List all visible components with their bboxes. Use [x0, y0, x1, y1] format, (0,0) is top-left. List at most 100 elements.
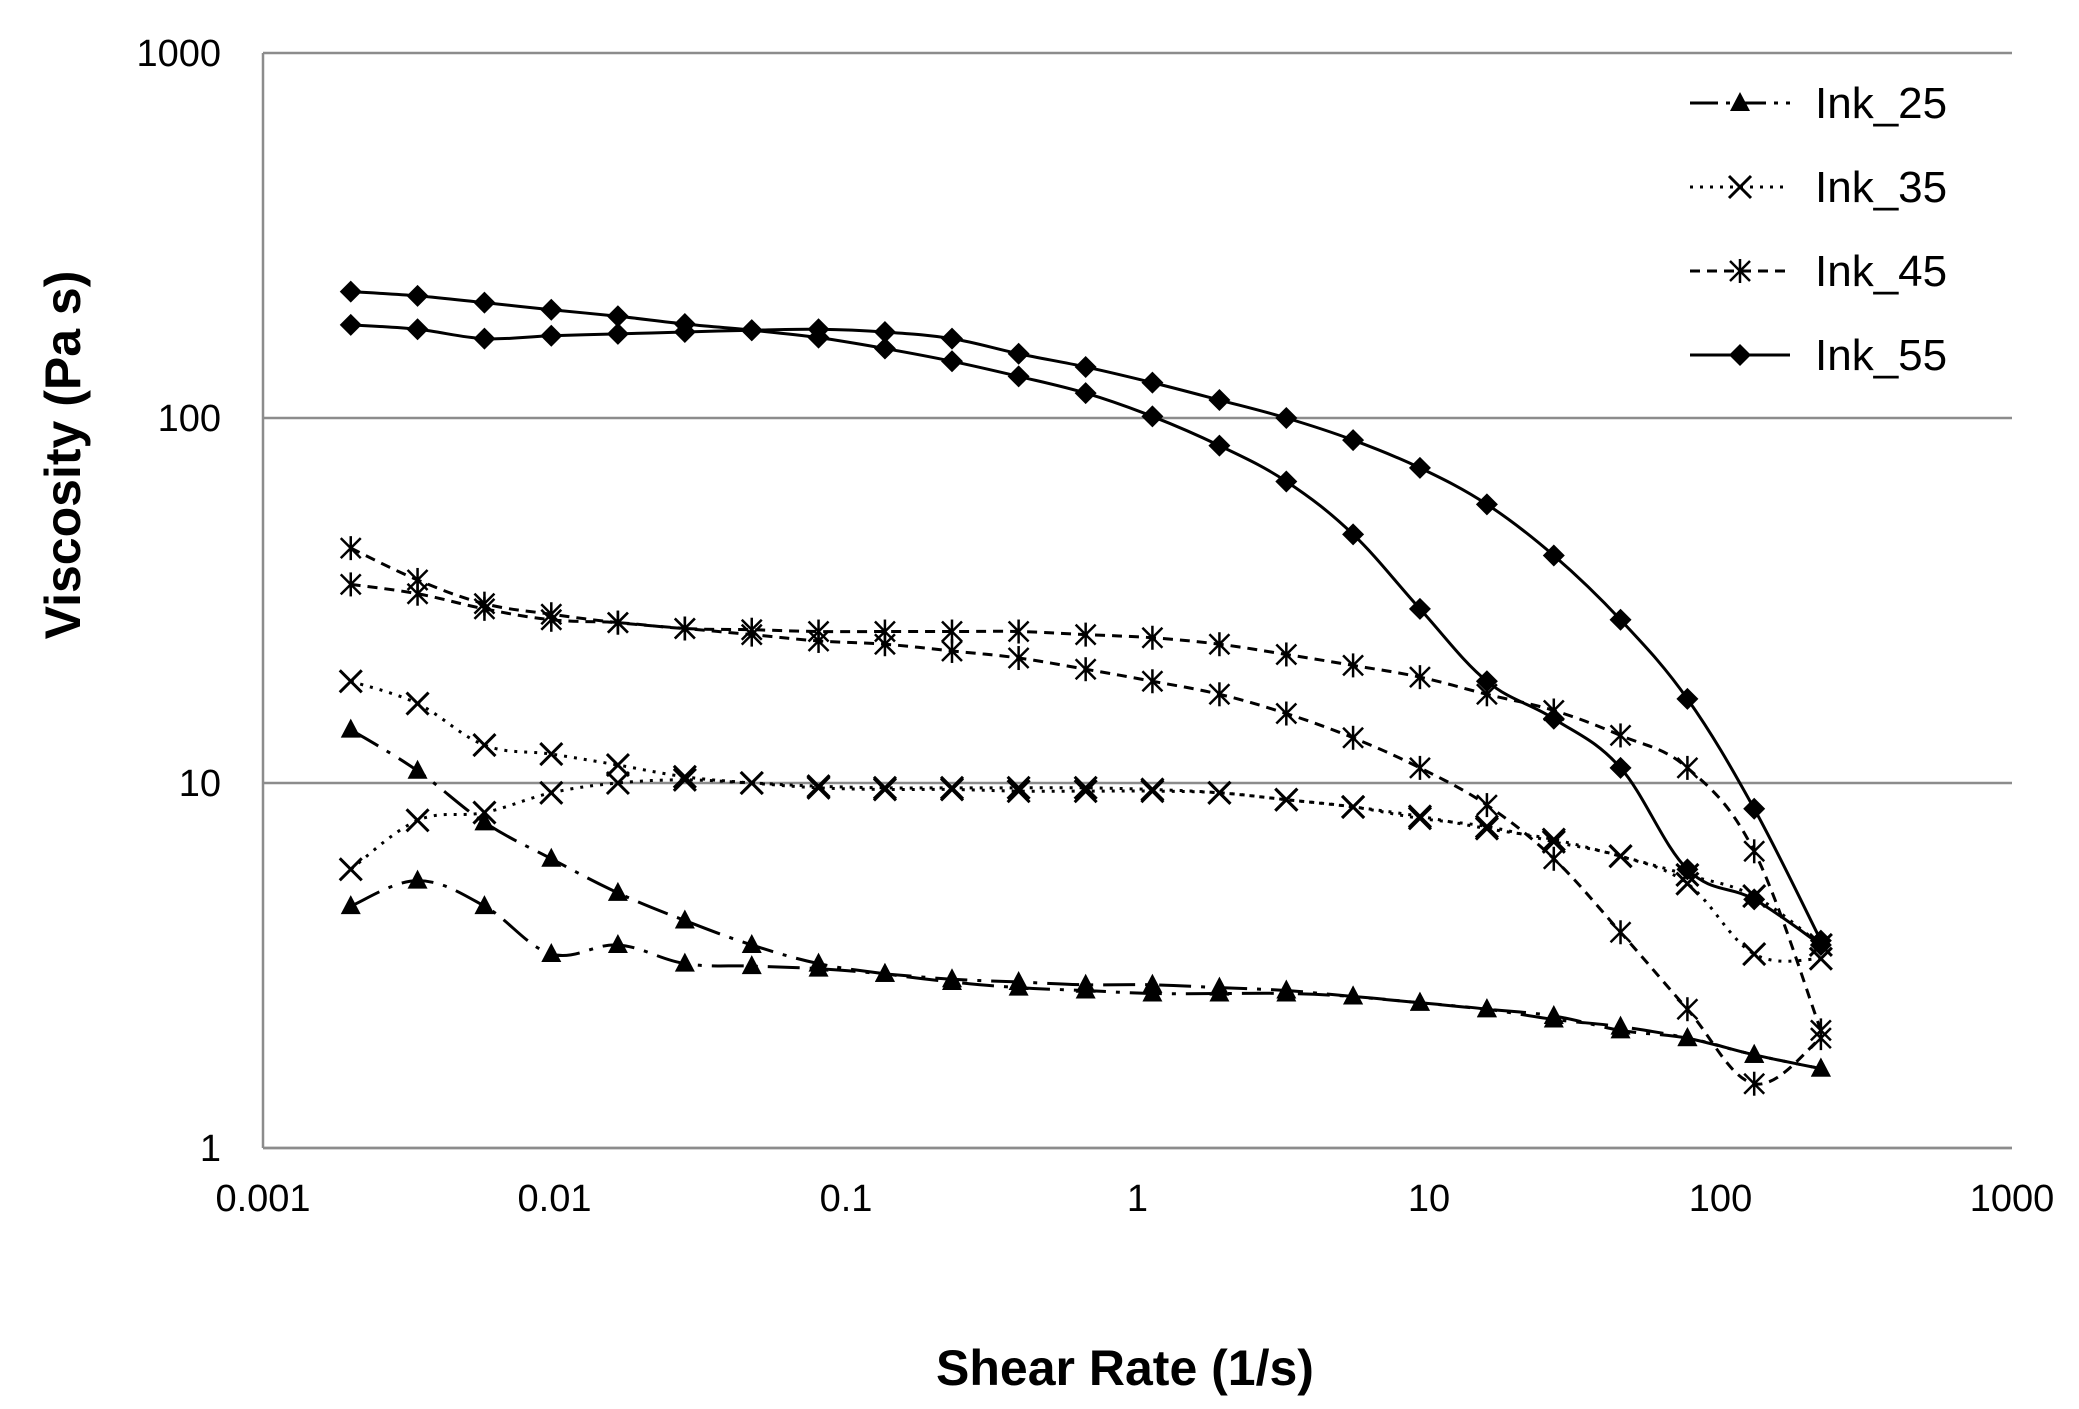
- data-point-triangle: [607, 881, 628, 901]
- data-point-x: [1541, 829, 1566, 854]
- x-marker-stroke: [1073, 775, 1098, 800]
- data-point-x: [338, 857, 363, 882]
- data-point-x: [739, 770, 764, 796]
- y-tick-label: 1000: [136, 33, 221, 75]
- data-point-triangle: [1075, 979, 1096, 999]
- data-point-x: [1407, 806, 1433, 831]
- data-point-diamond: [740, 319, 763, 342]
- series-ink-55: [339, 280, 1832, 956]
- data-point-x: [1073, 775, 1098, 800]
- data-point-x: [338, 669, 363, 694]
- legend-entry-ink-45: Ink_45: [1690, 247, 1947, 296]
- data-point-diamond: [1676, 687, 1699, 710]
- data-point-diamond: [473, 327, 496, 350]
- data-point-asterisk: [1810, 1026, 1832, 1051]
- data-point-diamond: [873, 337, 896, 360]
- data-point-diamond: [339, 313, 362, 336]
- series-layer: [338, 280, 1833, 1096]
- data-point-asterisk: [1676, 755, 1699, 780]
- legend-entry-ink-35: Ink_35: [1690, 163, 1947, 212]
- data-point-diamond: [540, 324, 563, 347]
- data-point-asterisk: [1342, 725, 1364, 750]
- x-marker-stroke: [1541, 827, 1566, 852]
- x-marker-stroke: [539, 742, 564, 767]
- data-point-asterisk: [1141, 669, 1164, 694]
- legend-label: Ink_25: [1815, 79, 1947, 128]
- x-marker-stroke: [1808, 946, 1833, 971]
- data-point-triangle: [340, 718, 361, 738]
- data-point-diamond: [940, 327, 963, 350]
- data-point-diamond: [1542, 544, 1565, 567]
- x-tick-label: 1000: [1970, 1178, 2055, 1220]
- data-point-diamond: [1007, 365, 1030, 388]
- data-point-diamond: [473, 291, 496, 314]
- data-point-diamond: [1809, 933, 1832, 956]
- legend: Ink_25 Ink_35 Ink_45 Ink_55: [1690, 79, 1947, 380]
- x-marker-stroke: [605, 770, 630, 796]
- data-point-asterisk: [1074, 657, 1097, 682]
- data-point-triangle: [1476, 998, 1497, 1018]
- data-point-asterisk: [339, 572, 362, 597]
- data-point-triangle: [1744, 1043, 1765, 1063]
- data-point-asterisk: [1208, 632, 1231, 657]
- x-marker-stroke: [1006, 775, 1031, 800]
- x-marker-stroke: [739, 770, 764, 796]
- data-point-diamond: [940, 350, 963, 373]
- data-point-asterisk: [1007, 646, 1030, 671]
- data-point-diamond: [1743, 888, 1766, 911]
- data-point-diamond: [339, 280, 362, 303]
- data-point-diamond: [873, 321, 896, 344]
- x-marker-stroke: [1341, 794, 1366, 819]
- x-marker-stroke: [939, 777, 965, 802]
- tick-labels: 1 10 100 1000 0.001 0.01 0.1 1 10 100 1000: [136, 33, 2054, 1220]
- data-point-x: [405, 808, 430, 833]
- data-point-x: [1006, 779, 1031, 804]
- data-point-x: [605, 770, 630, 796]
- data-point-asterisk: [1743, 1071, 1766, 1096]
- data-point-asterisk: [607, 610, 629, 635]
- data-point-triangle: [674, 952, 695, 972]
- data-point-asterisk: [874, 632, 896, 657]
- data-point-asterisk: [339, 536, 362, 561]
- x-marker-stroke: [672, 764, 697, 789]
- data-point-asterisk: [1074, 622, 1097, 647]
- x-tick-label: 10: [1408, 1178, 1450, 1220]
- data-point-asterisk: [941, 638, 963, 663]
- data-point-asterisk: [1342, 653, 1364, 678]
- data-point-diamond: [406, 284, 429, 307]
- data-point-triangle: [741, 933, 762, 953]
- x-marker-stroke: [405, 808, 430, 833]
- x-tick-label: 0.001: [215, 1178, 310, 1220]
- data-point-x: [1742, 941, 1767, 967]
- data-point-triangle: [1610, 1015, 1631, 1035]
- data-point-diamond: [1208, 434, 1231, 457]
- series-ink-35: [338, 669, 1833, 971]
- legend-entry-ink-25: Ink_25: [1690, 79, 1947, 128]
- data-point-x: [1207, 780, 1232, 805]
- data-point-x: [939, 777, 965, 802]
- y-tick-label: 100: [158, 398, 221, 440]
- x-marker-stroke: [1207, 780, 1232, 805]
- data-point-triangle: [407, 869, 428, 889]
- x-marker-stroke: [1474, 814, 1499, 839]
- data-point-x: [1341, 794, 1366, 819]
- data-point-asterisk: [1275, 701, 1298, 726]
- data-point-diamond: [540, 298, 563, 321]
- data-point-triangle: [1008, 976, 1029, 996]
- data-point-diamond: [1609, 756, 1632, 779]
- data-point-x: [672, 767, 697, 792]
- data-point-asterisk: [1409, 665, 1431, 690]
- data-point-x: [472, 800, 497, 825]
- data-point-x: [1808, 946, 1833, 971]
- series-line-backward: [350, 546, 1822, 1086]
- x-marker-stroke: [1140, 779, 1165, 804]
- data-point-diamond: [1342, 523, 1365, 546]
- data-point-diamond: [1342, 429, 1365, 452]
- data-point-diamond: [1408, 597, 1431, 620]
- data-point-triangle: [1142, 982, 1163, 1002]
- data-point-diamond: [1743, 797, 1766, 820]
- legend-marker-asterisk: [1729, 259, 1751, 283]
- data-point-triangle: [1209, 982, 1230, 1002]
- data-point-asterisk: [740, 622, 763, 647]
